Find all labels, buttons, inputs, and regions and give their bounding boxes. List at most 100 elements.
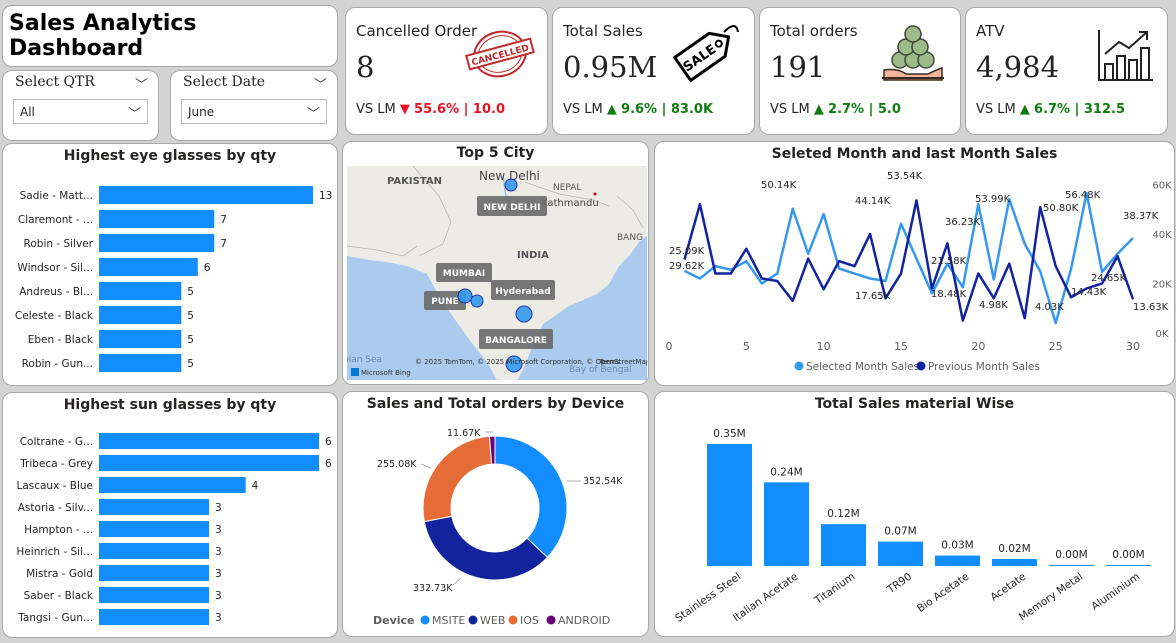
bar[interactable] — [99, 455, 319, 471]
legend-label[interactable]: WEB — [480, 614, 505, 627]
legend-label[interactable]: MSITE — [432, 614, 465, 627]
monthly-sales-line-chart: Seleted Month and last Month Sales 0 5 10 1… — [654, 141, 1175, 386]
column-bar[interactable] — [1106, 565, 1151, 566]
y-tick-label: 40K — [1152, 230, 1172, 241]
x-tick-label: 0 — [666, 340, 673, 353]
kpi-comparison: VS LM ▼ 55.6% | 10.0 — [356, 102, 505, 117]
bar-category-label: Tribeca - Grey — [19, 458, 93, 470]
column-bar[interactable] — [935, 556, 980, 566]
donut-slice[interactable] — [424, 516, 547, 580]
bar-value-label: 4 — [252, 480, 259, 492]
date-dropdown[interactable]: June ﹀ — [181, 99, 327, 124]
qtr-dropdown[interactable]: All ﹀ — [13, 99, 148, 124]
bar[interactable] — [99, 499, 209, 515]
map-region-label: NEPAL — [553, 183, 581, 193]
legend-marker — [469, 616, 478, 625]
y-tick-label: 60K — [1152, 180, 1172, 191]
bar[interactable] — [99, 330, 181, 348]
page-title: Sales Analytics Dashboard — [3, 6, 337, 66]
bar-category-label: Hampton - ... — [24, 524, 93, 536]
bar[interactable] — [99, 565, 209, 581]
bar-category-label: Celeste - Black — [15, 310, 94, 322]
bar[interactable] — [99, 433, 319, 449]
bar-category-label: Astoria - Silv... — [18, 502, 93, 514]
date-slicer[interactable]: Select Date ﹀ June ﹀ — [170, 70, 338, 141]
donut-slice[interactable] — [423, 436, 492, 521]
map-canvas[interactable]: PAKISTAN NEPAL INDIA BANG bian Sea Bay o… — [347, 166, 647, 380]
bar[interactable] — [99, 306, 181, 324]
line-chart-svg: 0 5 10 15 20 25 30 0K 20K 40K 60K 25.09K 29.62K 50.14… — [655, 142, 1175, 386]
data-label: 4.03K — [1035, 302, 1064, 313]
bar-category-label: Windsor - Sil... — [17, 262, 93, 274]
bar-value-label: 3 — [215, 546, 222, 558]
bar-category-label: Andreus - Bl... — [19, 286, 93, 298]
bar-value-label: 5 — [187, 358, 194, 370]
bar[interactable] — [99, 477, 246, 493]
x-tick-label: 10 — [817, 340, 831, 353]
chevron-down-icon[interactable]: ﹀ — [307, 103, 320, 122]
column-value-label: 0.07M — [884, 526, 916, 538]
map-city-label: Hyderabad — [495, 287, 550, 297]
bar[interactable] — [99, 234, 214, 252]
bar[interactable] — [99, 609, 209, 625]
series-line[interactable] — [684, 200, 1133, 320]
x-tick-label: 5 — [743, 340, 750, 353]
map-panel: Top 5 City PAKISTAN NEPAL INDIA BANG bia… — [342, 141, 649, 385]
bar-category-label: Tangsi - Gun... — [17, 612, 93, 624]
eye-glasses-chart: Highest eye glasses by qty Sadie - Matt.… — [2, 143, 338, 386]
column-bar[interactable] — [992, 559, 1037, 566]
chevron-down-icon[interactable]: ﹀ — [135, 74, 148, 93]
bar-value-label: 6 — [325, 436, 332, 448]
legend-label[interactable]: ANDROID — [558, 614, 610, 627]
data-label: 53.54K — [887, 171, 923, 182]
chevron-down-icon[interactable]: ﹀ — [128, 103, 141, 122]
bar-value-label: 3 — [215, 502, 222, 514]
column-value-label: 0.00M — [1112, 549, 1144, 561]
bar-category-label: Saber - Black — [24, 590, 94, 602]
eye-chart-svg: Sadie - Matt... 13Claremont - ... 7Robin -… — [3, 144, 338, 386]
data-label: 29.62K — [669, 261, 705, 272]
leader-line — [453, 578, 461, 585]
bar[interactable] — [99, 210, 214, 228]
column-bar[interactable] — [821, 524, 866, 566]
x-tick-label: 30 — [1126, 340, 1140, 353]
qtr-slicer-label: Select QTR — [15, 74, 95, 90]
legend-label[interactable]: Selected Month Sales — [806, 361, 919, 373]
map-city-name: Kathmandu — [541, 198, 599, 209]
column-bar[interactable] — [707, 444, 752, 566]
donut-slice[interactable] — [495, 436, 567, 557]
column-value-label: 0.12M — [827, 508, 859, 520]
bar[interactable] — [99, 282, 181, 300]
qtr-slicer[interactable]: Select QTR ﹀ All ﹀ — [2, 70, 159, 141]
bar-category-label: Eben - Black — [28, 334, 94, 346]
chart-title: Top 5 City — [343, 145, 648, 161]
column-bar[interactable] — [1049, 565, 1094, 566]
column-category-label: Bio Acetate — [915, 571, 971, 615]
legend-label[interactable]: Previous Month Sales — [928, 361, 1040, 373]
map-city-label: BANGALORE — [485, 336, 547, 346]
bar[interactable] — [99, 587, 209, 603]
column-category-label: Memory Metal — [1017, 571, 1085, 624]
chevron-down-icon[interactable]: ﹀ — [314, 74, 327, 93]
bar[interactable] — [99, 186, 313, 204]
sale-tag-icon: SALE — [666, 18, 742, 84]
kpi-label: Total Sales — [563, 22, 643, 40]
bar-category-label: Robin - Gun... — [22, 358, 93, 370]
column-value-label: 0.24M — [770, 466, 802, 478]
y-tick-label: 20K — [1152, 279, 1172, 290]
map-terms-link: Terms — [598, 358, 620, 366]
kpi-label: Total orders — [770, 22, 858, 40]
date-slicer-label: Select Date — [183, 74, 265, 90]
bar[interactable] — [99, 543, 209, 559]
bar[interactable] — [99, 354, 181, 372]
column-bar[interactable] — [878, 542, 923, 566]
bar[interactable] — [99, 521, 209, 537]
column-bar[interactable] — [764, 482, 809, 566]
kpi-comparison: VS LM ▲ 2.7% | 5.0 — [770, 102, 901, 117]
kpi-cancelled-order: Cancelled Order 8 VS LM ▼ 55.6% | 10.0 C… — [345, 7, 548, 135]
legend-label[interactable]: IOS — [520, 614, 539, 627]
bar[interactable] — [99, 258, 198, 276]
legend-marker — [509, 616, 518, 625]
bar-value-label: 3 — [215, 568, 222, 580]
